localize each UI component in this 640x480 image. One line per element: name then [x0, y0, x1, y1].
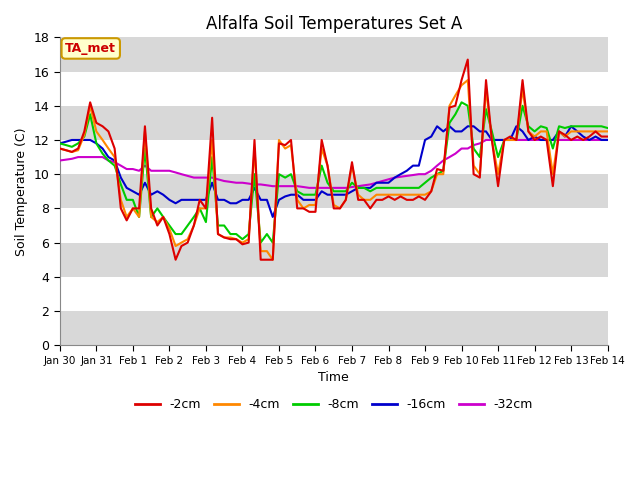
Bar: [60, 242, 607, 277]
Bar: [60, 106, 607, 140]
Legend: -2cm, -4cm, -8cm, -16cm, -32cm: -2cm, -4cm, -8cm, -16cm, -32cm: [129, 393, 538, 416]
Bar: [60, 174, 607, 208]
Y-axis label: Soil Temperature (C): Soil Temperature (C): [15, 127, 28, 255]
Title: Alfalfa Soil Temperatures Set A: Alfalfa Soil Temperatures Set A: [205, 15, 462, 33]
X-axis label: Time: Time: [318, 371, 349, 384]
Text: TA_met: TA_met: [65, 42, 116, 55]
Bar: [60, 37, 607, 72]
Bar: [60, 311, 607, 345]
